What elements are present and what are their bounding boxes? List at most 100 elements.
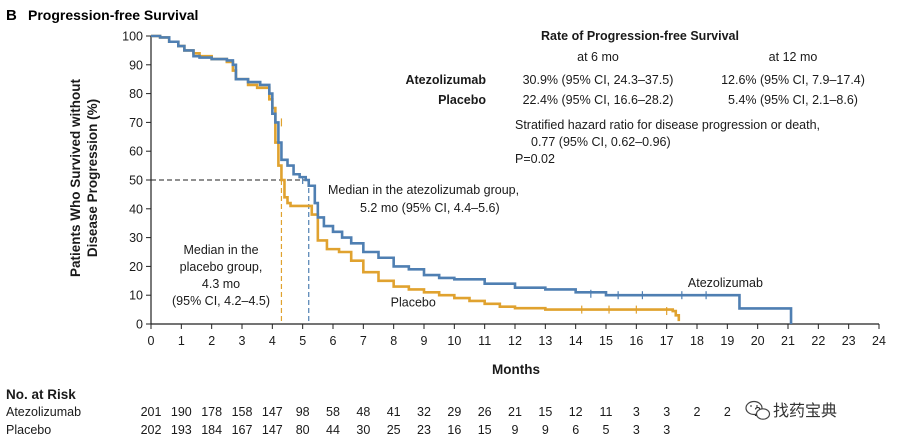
risk-value: 184 xyxy=(201,423,222,437)
risk-value: 32 xyxy=(417,405,431,419)
atezolizumab-curve xyxy=(151,34,793,324)
placebo-median-line2: placebo group, xyxy=(180,260,263,274)
risk-value: 202 xyxy=(141,423,162,437)
risk-value: 29 xyxy=(447,405,461,419)
x-tick-label: 9 xyxy=(421,334,428,348)
y-axis-title-line1: Patients Who Survived without xyxy=(68,78,83,277)
risk-value: 44 xyxy=(326,423,340,437)
x-axis-title: Months xyxy=(492,362,540,377)
x-tick-label: 0 xyxy=(148,334,155,348)
placebo-median-line3: 4.3 mo xyxy=(202,277,240,291)
rate-row-name: Atezolizumab xyxy=(405,73,486,87)
y-tick-label: 60 xyxy=(129,145,143,159)
x-tick-label: 17 xyxy=(660,334,674,348)
x-tick-label: 22 xyxy=(811,334,825,348)
y-tick-label: 100 xyxy=(122,30,143,44)
x-tick-label: 4 xyxy=(269,334,276,348)
risk-value: 21 xyxy=(508,405,522,419)
y-tick-label: 90 xyxy=(129,58,143,72)
risk-value: 178 xyxy=(201,405,222,419)
x-tick-label: 23 xyxy=(842,334,856,348)
risk-row-label-placebo: Placebo xyxy=(6,423,51,437)
placebo-median-line1: Median in the xyxy=(183,243,258,257)
y-tick-label: 80 xyxy=(129,87,143,101)
y-tick-label: 20 xyxy=(129,260,143,274)
risk-value: 3 xyxy=(663,405,670,419)
rate-row-6mo: 22.4% (95% CI, 16.6–28.2) xyxy=(523,93,674,107)
x-tick-label: 10 xyxy=(447,334,461,348)
rate-col-6mo: at 6 mo xyxy=(577,50,619,64)
x-tick-label: 15 xyxy=(599,334,613,348)
hazard-ratio-line1: Stratified hazard ratio for disease prog… xyxy=(515,118,820,132)
risk-value: 15 xyxy=(538,405,552,419)
risk-value: 9 xyxy=(542,423,549,437)
placebo-curve-label: Placebo xyxy=(391,296,436,310)
risk-value: 3 xyxy=(633,423,640,437)
rate-col-12mo: at 12 mo xyxy=(769,50,818,64)
risk-value: 12 xyxy=(569,405,583,419)
placebo-median-line4: (95% CI, 4.2–4.5) xyxy=(172,294,270,308)
x-tick-label: 21 xyxy=(781,334,795,348)
risk-value: 201 xyxy=(141,405,162,419)
risk-value: 26 xyxy=(478,405,492,419)
risk-value: 98 xyxy=(296,405,310,419)
watermark: 找药宝典 xyxy=(745,400,837,420)
risk-value: 2 xyxy=(694,405,701,419)
risk-value: 193 xyxy=(171,423,192,437)
y-axis-title: Patients Who Survived without Disease Pr… xyxy=(68,78,100,277)
rate-row-12mo: 5.4% (95% CI, 2.1–8.6) xyxy=(728,93,858,107)
hazard-ratio-line2: 0.77 (95% CI, 0.62–0.96) xyxy=(531,135,671,149)
y-tick-label: 0 xyxy=(136,318,143,332)
risk-value: 6 xyxy=(572,423,579,437)
risk-value: 190 xyxy=(171,405,192,419)
x-tick-label: 11 xyxy=(478,334,491,348)
risk-table-heading: No. at Risk xyxy=(6,387,76,402)
atezolizumab-median-annotation: Median in the atezolizumab group, 5.2 mo… xyxy=(328,183,519,215)
x-tick-label: 8 xyxy=(390,334,397,348)
risk-value: 58 xyxy=(326,405,340,419)
wechat-icon xyxy=(745,400,771,420)
risk-value: 158 xyxy=(232,405,253,419)
panel-letter: B xyxy=(6,7,17,24)
x-tick-label: 20 xyxy=(751,334,765,348)
x-tick-label: 1 xyxy=(178,334,185,348)
risk-value: 2 xyxy=(724,405,731,419)
risk-value: 147 xyxy=(262,423,283,437)
risk-values: 201 190 178 158 147 98 58 48 41 32 29 26 21 15 12 11 3 3 2… xyxy=(141,405,762,437)
risk-value: 25 xyxy=(387,423,401,437)
atezo-median-line1: Median in the atezolizumab group, xyxy=(328,183,519,197)
x-tick-label: 19 xyxy=(720,334,734,348)
placebo-median-annotation: Median in the placebo group, 4.3 mo (95%… xyxy=(172,243,270,308)
x-tick-label: 13 xyxy=(538,334,552,348)
x-tick-label: 14 xyxy=(569,334,583,348)
risk-value: 167 xyxy=(232,423,253,437)
y-tick-label: 10 xyxy=(129,289,143,303)
series-layer xyxy=(151,34,793,324)
rate-row-6mo: 30.9% (95% CI, 24.3–37.5) xyxy=(523,73,674,87)
x-tick-label: 24 xyxy=(872,334,886,348)
y-axis-title-line2: Disease Progression (%) xyxy=(85,99,100,257)
y-tick-label: 50 xyxy=(129,174,143,188)
rate-table-heading: Rate of Progression-free Survival xyxy=(541,29,739,43)
atezo-median-line2: 5.2 mo (95% CI, 4.4–5.6) xyxy=(360,201,500,215)
atezolizumab-curve-label: Atezolizumab xyxy=(688,276,763,290)
x-tick-label: 5 xyxy=(299,334,306,348)
risk-value: 11 xyxy=(600,405,613,419)
risk-value: 16 xyxy=(447,423,461,437)
y-tick-label: 40 xyxy=(129,202,143,216)
watermark-text: 找药宝典 xyxy=(773,401,837,420)
risk-value: 5 xyxy=(603,423,610,437)
panel-title: Progression-free Survival xyxy=(28,7,198,23)
risk-value: 80 xyxy=(296,423,310,437)
y-tick-label: 70 xyxy=(129,116,143,130)
x-tick-label: 3 xyxy=(239,334,246,348)
x-tick-label: 2 xyxy=(208,334,215,348)
risk-value: 30 xyxy=(356,423,370,437)
x-tick-label: 18 xyxy=(690,334,704,348)
x-tick-label: 7 xyxy=(360,334,367,348)
axes: 0 1 2 3 4 5 6 7 8 9 10 11 12 13 14 15 16 17 18 19 20 21 22 23 24… xyxy=(122,30,886,349)
x-tick-label: 16 xyxy=(629,334,643,348)
rate-row-12mo: 12.6% (95% CI, 7.9–17.4) xyxy=(721,73,865,87)
risk-row-label-atezolizumab: Atezolizumab xyxy=(6,405,81,419)
